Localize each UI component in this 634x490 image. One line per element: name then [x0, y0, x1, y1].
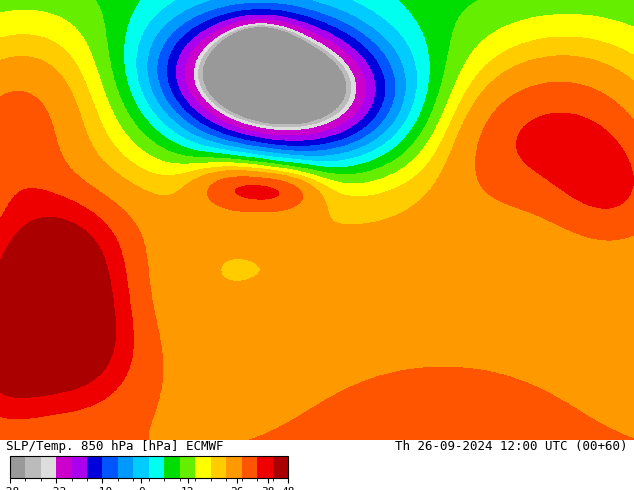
Text: Th 26-09-2024 12:00 UTC (00+60): Th 26-09-2024 12:00 UTC (00+60): [395, 440, 628, 453]
Text: SLP/Temp. 850 hPa [hPa] ECMWF: SLP/Temp. 850 hPa [hPa] ECMWF: [6, 440, 224, 453]
